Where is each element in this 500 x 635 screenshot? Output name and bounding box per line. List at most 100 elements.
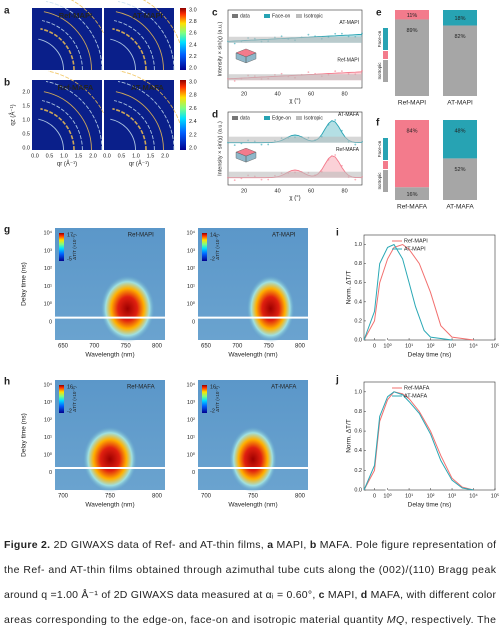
y-tick-label: 1.0: [354, 389, 362, 395]
map-label: AT-MAFA: [271, 385, 296, 391]
y-tick-label: 0.5: [22, 131, 30, 137]
y-axis-label: Delay time (ns): [21, 413, 28, 457]
colorbar-tick-label: -2: [67, 408, 72, 414]
panel-label: d: [212, 110, 218, 121]
diffraction-ring: [110, 118, 136, 151]
y-tick-label: 10¹: [44, 435, 52, 441]
colorbar-tick-label: 17: [67, 232, 73, 238]
caption-text: areas corresponding to the edge-on, face…: [4, 614, 386, 626]
legend-label: Isotropic: [377, 62, 382, 80]
panel-label: e: [376, 8, 382, 19]
curve-label: AT-MAPI: [339, 20, 359, 26]
legend-swatch: [232, 116, 238, 120]
colorbar-tick-label: 2.8: [189, 93, 197, 99]
colorbar-label: ΔT/T (×10⁻³): [72, 386, 77, 412]
x-axis-label: χ (°): [289, 99, 300, 105]
caption-text: the Ref- and AT-thin films obtained thro…: [4, 564, 497, 576]
bar-segment: [443, 158, 477, 200]
colorbar: [180, 8, 186, 70]
map-label: Ref-MAPI: [128, 233, 154, 239]
x-tick-label: 10⁵: [491, 342, 499, 349]
data-point: [267, 143, 270, 146]
y-tick-label: 10⁰: [44, 451, 53, 458]
x-tick-label: 1.0: [60, 153, 68, 159]
x-tick-label: 80: [342, 188, 348, 194]
diffraction-ring: [40, 108, 75, 151]
colorbar-tick-label: -5: [67, 256, 72, 262]
diffraction-ring: [110, 38, 136, 71]
y-tick-label: 10³: [187, 248, 195, 254]
x-tick-label: Ref-MAFA: [397, 204, 428, 211]
panel-label: f: [376, 118, 380, 129]
kinetic-line: [363, 243, 453, 341]
diffraction-ring: [117, 0, 175, 71]
bar-segment: [395, 120, 429, 188]
x-tick-label: 650: [58, 344, 69, 350]
bar-segment: [395, 10, 429, 20]
map-label: Ref-MAFA: [127, 385, 155, 391]
diffraction-ring: [40, 28, 75, 71]
legend-label: data: [240, 13, 250, 19]
colorbar-tick-label: 2.6: [189, 31, 197, 37]
legend-label: Isotropic: [304, 115, 323, 121]
x-tick-label: 800: [152, 344, 163, 350]
x-axis-label: qr (Å⁻¹): [129, 161, 149, 168]
x-tick-label: 10⁰: [383, 342, 392, 349]
ta-signal: [82, 426, 138, 493]
data-point: [354, 143, 357, 146]
bar-segment: [395, 19, 429, 96]
y-tick-label: 10¹: [44, 284, 52, 290]
x-axis-label: Delay time (ns): [408, 352, 452, 359]
diffraction-ring: [38, 118, 64, 151]
colorbar-label: ΔT/T (×10⁻³): [215, 234, 220, 260]
legend-label: Isotropic: [377, 172, 382, 190]
bar-segment: [395, 187, 429, 200]
isotropic-area: [228, 171, 362, 178]
legend-swatch: [264, 14, 270, 18]
colorbar-tick-label: 2.2: [189, 132, 197, 138]
data-point: [334, 119, 337, 121]
legend-label: Ref-MAPI: [404, 238, 428, 244]
legend-swatch: [383, 60, 388, 82]
diffraction-ring: [117, 80, 175, 151]
diffraction-ring: [113, 20, 155, 71]
x-tick-label: 60: [308, 188, 314, 194]
x-tick-label: 10⁰: [383, 492, 392, 499]
diffraction-ring: [112, 28, 147, 71]
x-tick-label: 10²: [427, 343, 435, 349]
bar-segment: [443, 120, 477, 159]
data-point: [233, 179, 236, 182]
caption-text: d: [361, 589, 367, 601]
bar-segment: [443, 10, 477, 26]
x-tick-label: 800: [152, 494, 163, 500]
diffraction-ring: [115, 11, 164, 71]
caption-line: around q =1.00 Å⁻¹ of 2D GIWAXS data mea…: [4, 588, 497, 601]
colorbar-label: ΔT/T (×10⁻³): [72, 234, 77, 260]
kinetic-line: [363, 391, 474, 491]
x-tick-label: 700: [89, 344, 100, 350]
x-tick-label: 0.5: [118, 153, 126, 159]
y-tick-label: 0: [49, 470, 52, 476]
y-tick-label: 0: [49, 320, 52, 326]
y-axis-label: qz (Å⁻¹): [10, 104, 17, 125]
y-tick-label: 0.4: [354, 299, 362, 305]
x-tick-label: 10¹: [405, 493, 413, 499]
y-tick-label: 10²: [187, 417, 195, 423]
y-tick-label: 0.6: [354, 280, 362, 286]
ta-signal: [100, 275, 156, 343]
x-tick-label: 0.5: [46, 153, 54, 159]
data-point: [334, 154, 337, 156]
y-axis-label: Intensity × sin(χ) (a.u.): [217, 121, 223, 176]
y-tick-label: 10¹: [187, 284, 195, 290]
panel-label: h: [4, 377, 10, 388]
x-axis-label: Wavelength (nm): [228, 352, 277, 359]
y-tick-label: 0.0: [354, 487, 362, 493]
x-tick-label: 700: [201, 494, 212, 500]
x-tick-label: 10⁴: [469, 492, 478, 499]
colorbar: [180, 80, 186, 150]
legend-label: Face-on: [377, 30, 382, 47]
x-tick-label: 40: [275, 188, 281, 194]
diffraction-ring: [41, 100, 83, 151]
legend-label: Face-on: [377, 140, 382, 157]
x-tick-label: 2.0: [161, 153, 169, 159]
